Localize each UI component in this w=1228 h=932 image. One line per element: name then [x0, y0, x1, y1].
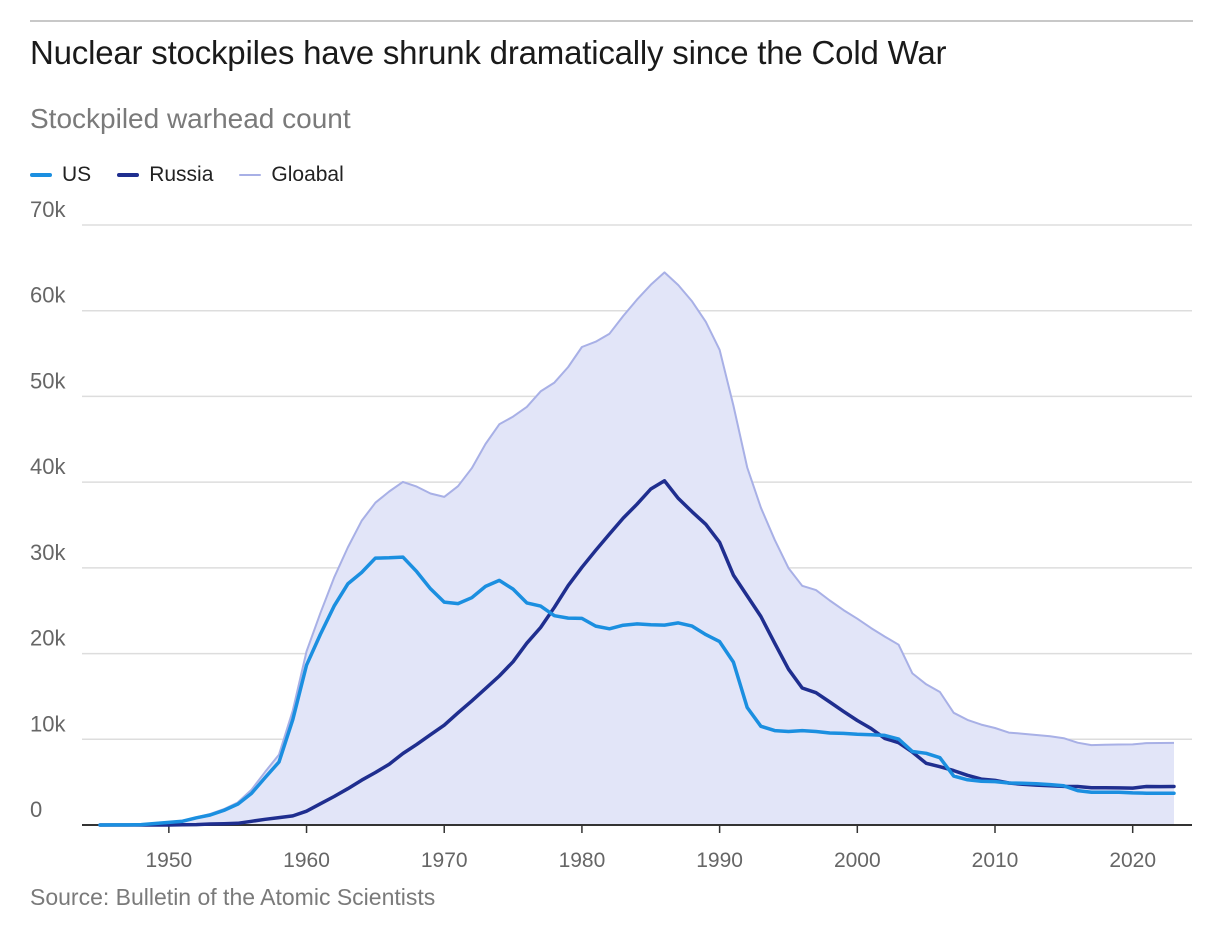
x-tick-label: 2010 [972, 849, 1019, 872]
line-us [98, 555, 1176, 827]
x-tick-label: 1950 [145, 849, 192, 872]
legend-swatch-us [30, 173, 52, 177]
y-tick-label: 60k [30, 283, 66, 308]
legend-label-global: Gloabal [271, 163, 344, 186]
y-tick-label: 40k [30, 454, 66, 479]
y-tick-label: 10k [30, 711, 66, 736]
x-tick-label: 1960 [283, 849, 330, 872]
legend-item-us: US [30, 163, 91, 187]
legend-item-global: Gloabal [239, 163, 344, 187]
x-tick-label: 1970 [421, 849, 468, 872]
y-tick-label: 0 [30, 797, 42, 822]
line-global [99, 271, 1175, 826]
y-tick-label: 20k [30, 626, 66, 651]
chart-title: Nuclear stockpiles have shrunk dramatica… [30, 34, 947, 71]
area-global [100, 272, 1174, 825]
source-note: Source: Bulletin of the Atomic Scientist… [30, 884, 436, 910]
top-rule [30, 20, 1193, 22]
chart-subtitle: Stockpiled warhead count [30, 103, 351, 134]
x-tick-label: 1990 [696, 849, 743, 872]
legend-item-russia: Russia [117, 163, 213, 187]
y-tick-label: 70k [30, 197, 66, 222]
x-tick-label: 1980 [559, 849, 606, 872]
legend: US Russia Gloabal [30, 163, 370, 187]
y-tick-label: 30k [30, 540, 66, 565]
y-tick-label: 50k [30, 368, 66, 393]
legend-swatch-russia [117, 173, 140, 177]
x-tick-label: 2000 [834, 849, 881, 872]
legend-label-russia: Russia [149, 163, 214, 186]
legend-swatch-global [239, 174, 262, 176]
x-tick-label: 2020 [1109, 849, 1156, 872]
legend-label-us: US [62, 163, 92, 186]
